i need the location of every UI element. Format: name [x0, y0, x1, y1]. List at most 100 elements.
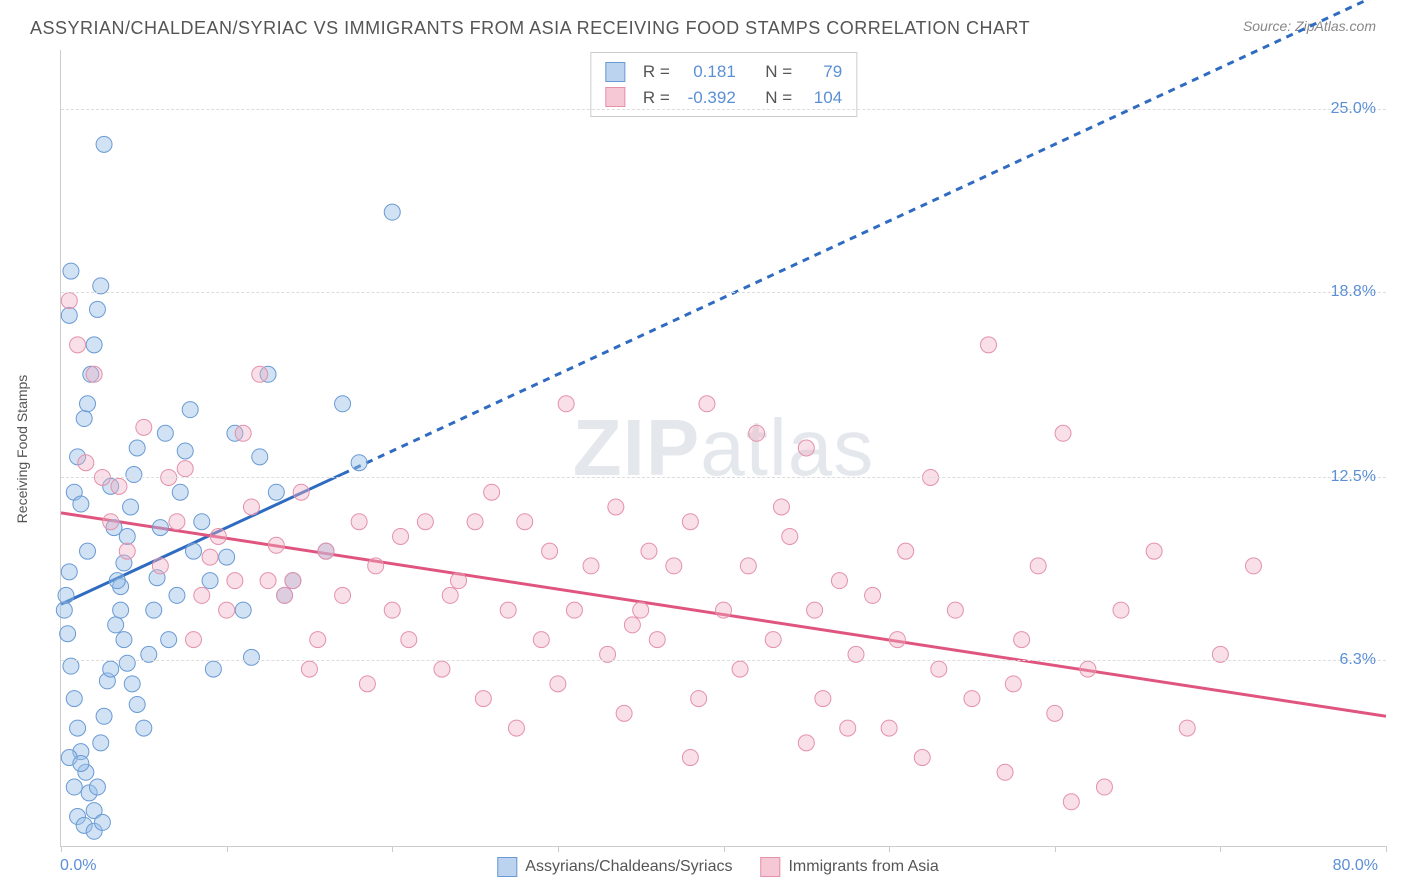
data-point: [61, 564, 77, 580]
data-point: [70, 720, 86, 736]
data-point: [111, 478, 127, 494]
data-point: [417, 514, 433, 530]
data-point: [205, 661, 221, 677]
data-point: [749, 425, 765, 441]
data-point: [80, 543, 96, 559]
data-point: [119, 543, 135, 559]
data-point: [964, 691, 980, 707]
data-point: [136, 720, 152, 736]
data-point: [152, 520, 168, 536]
data-point: [807, 602, 823, 618]
data-point: [699, 396, 715, 412]
data-point: [109, 573, 125, 589]
data-point: [89, 301, 105, 317]
y-tick-label: 18.8%: [1331, 283, 1376, 301]
data-point: [268, 484, 284, 500]
data-point: [1055, 425, 1071, 441]
data-point: [66, 691, 82, 707]
data-point: [931, 661, 947, 677]
data-point: [384, 602, 400, 618]
data-point: [243, 649, 259, 665]
x-axis-max-label: 80.0%: [1333, 857, 1378, 875]
data-point: [86, 337, 102, 353]
data-point: [691, 691, 707, 707]
data-point: [914, 750, 930, 766]
data-point: [666, 558, 682, 574]
data-point: [368, 558, 384, 574]
data-point: [1005, 676, 1021, 692]
data-point: [124, 676, 140, 692]
y-tick-label: 25.0%: [1331, 100, 1376, 118]
r-label: R =: [643, 85, 670, 111]
data-point: [136, 419, 152, 435]
data-point: [210, 528, 226, 544]
data-point: [384, 204, 400, 220]
data-point: [186, 543, 202, 559]
stats-row: R =0.181 N =79: [605, 59, 842, 85]
data-point: [80, 396, 96, 412]
data-point: [716, 602, 732, 618]
x-axis-min-label: 0.0%: [60, 857, 96, 875]
data-point: [310, 632, 326, 648]
data-point: [260, 573, 276, 589]
chart-title: ASSYRIAN/CHALDEAN/SYRIAC VS IMMIGRANTS F…: [30, 18, 1030, 39]
data-point: [1030, 558, 1046, 574]
data-point: [1179, 720, 1195, 736]
gridline: [61, 660, 1386, 661]
data-point: [129, 440, 145, 456]
data-point: [103, 661, 119, 677]
data-point: [243, 499, 259, 515]
stats-swatch: [605, 87, 625, 107]
x-tick: [61, 846, 62, 852]
data-point: [442, 587, 458, 603]
data-point: [434, 661, 450, 677]
gridline: [61, 292, 1386, 293]
legend-label: Immigrants from Asia: [788, 858, 938, 875]
data-point: [583, 558, 599, 574]
data-point: [63, 263, 79, 279]
data-point: [624, 617, 640, 633]
chart-area: Receiving Food Stamps ZIPatlas R =0.181 …: [50, 50, 1386, 847]
y-axis-title: Receiving Food Stamps: [14, 374, 30, 523]
data-point: [641, 543, 657, 559]
r-value: 0.181: [680, 59, 736, 85]
scatter-points-layer: [61, 50, 1386, 846]
data-point: [96, 708, 112, 724]
data-point: [765, 632, 781, 648]
data-point: [318, 543, 334, 559]
n-value: 79: [802, 59, 842, 85]
gridline: [61, 109, 1386, 110]
data-point: [123, 499, 139, 515]
data-point: [194, 514, 210, 530]
data-point: [169, 514, 185, 530]
data-point: [61, 307, 77, 323]
x-tick: [889, 846, 890, 852]
data-point: [86, 366, 102, 382]
data-point: [129, 696, 145, 712]
legend: Assyrians/Chaldeans/SyriacsImmigrants fr…: [497, 857, 938, 877]
data-point: [542, 543, 558, 559]
data-point: [227, 573, 243, 589]
data-point: [235, 425, 251, 441]
data-point: [108, 617, 124, 633]
data-point: [103, 514, 119, 530]
legend-swatch: [760, 857, 780, 877]
data-point: [58, 587, 74, 603]
data-point: [359, 676, 375, 692]
stats-swatch: [605, 62, 625, 82]
plot-region: ZIPatlas R =0.181 N =79R =-0.392 N =104 …: [60, 50, 1386, 847]
data-point: [508, 720, 524, 736]
data-point: [393, 528, 409, 544]
data-point: [889, 632, 905, 648]
data-point: [947, 602, 963, 618]
legend-swatch: [497, 857, 517, 877]
data-point: [475, 691, 491, 707]
data-point: [194, 587, 210, 603]
data-point: [169, 587, 185, 603]
data-point: [268, 537, 284, 553]
data-point: [351, 514, 367, 530]
data-point: [633, 602, 649, 618]
data-point: [649, 632, 665, 648]
y-tick-label: 6.3%: [1340, 651, 1376, 669]
x-tick: [392, 846, 393, 852]
